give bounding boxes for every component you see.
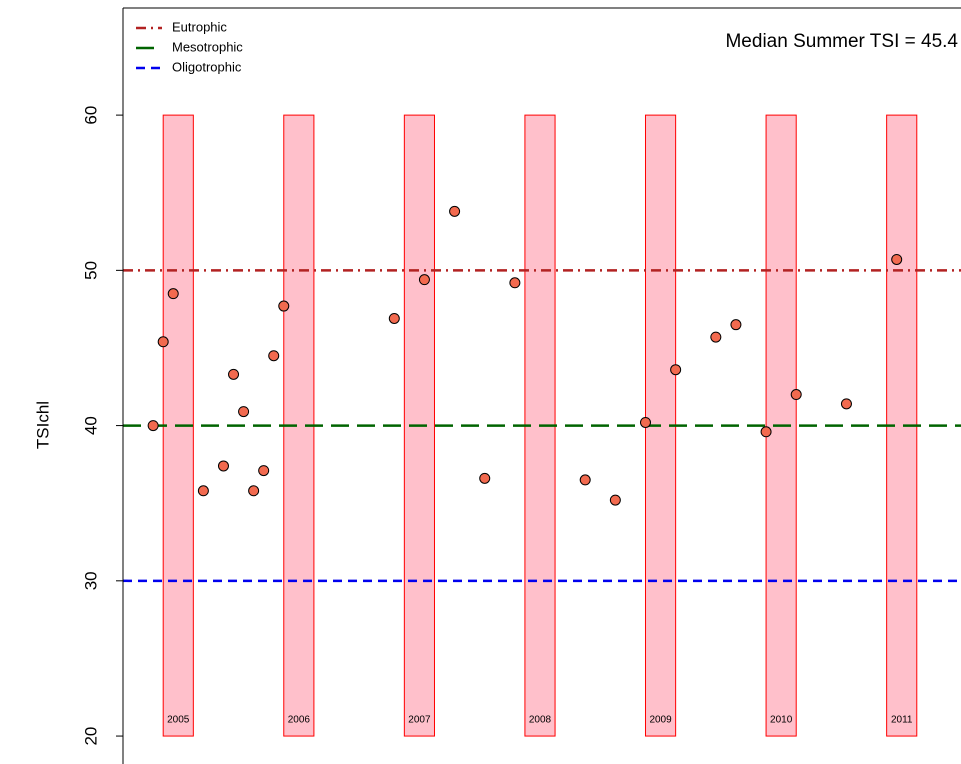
legend-label: Mesotrophic: [172, 39, 243, 54]
band-label: 2008: [529, 715, 552, 726]
annotation: Median Summer TSI = 45.4: [725, 31, 958, 52]
data-point: [609, 494, 621, 506]
data-point: [278, 300, 290, 312]
data-point: [579, 474, 591, 486]
data-point: [167, 288, 179, 300]
data-point: [639, 416, 651, 428]
data-point: [388, 312, 400, 324]
data-point: [710, 331, 722, 343]
data-point: [670, 364, 682, 376]
data-point: [760, 426, 772, 438]
data-point: [730, 319, 742, 331]
data-point: [268, 350, 280, 362]
data-point: [449, 205, 461, 217]
data-point: [479, 472, 491, 484]
band-label: 2011: [891, 715, 913, 726]
data-point: [248, 485, 260, 497]
data-point: [418, 274, 430, 286]
data-point: [891, 253, 903, 265]
band-label: 2006: [288, 715, 311, 726]
band-label: 2005: [167, 715, 190, 726]
data-point: [228, 368, 240, 380]
data-point: [217, 460, 229, 472]
data-point: [147, 420, 159, 432]
data-point: [258, 465, 270, 477]
band-label: 2009: [649, 715, 672, 726]
y-tick-label: 20: [81, 727, 100, 746]
legend-label: Oligotrophic: [172, 59, 242, 74]
y-tick-label: 40: [81, 416, 100, 435]
y-axis-title: TSIchl: [33, 401, 52, 449]
y-tick-label: 60: [81, 106, 100, 125]
data-point: [197, 485, 209, 497]
data-point: [238, 406, 250, 418]
band-label: 2007: [408, 715, 431, 726]
data-point: [157, 336, 169, 348]
data-point: [509, 277, 521, 289]
data-point: [840, 398, 852, 410]
data-point: [790, 389, 802, 401]
y-tick-label: 50: [81, 261, 100, 280]
band-label: 2010: [770, 715, 793, 726]
legend-label: Eutrophic: [172, 19, 227, 34]
y-tick-label: 30: [81, 571, 100, 590]
